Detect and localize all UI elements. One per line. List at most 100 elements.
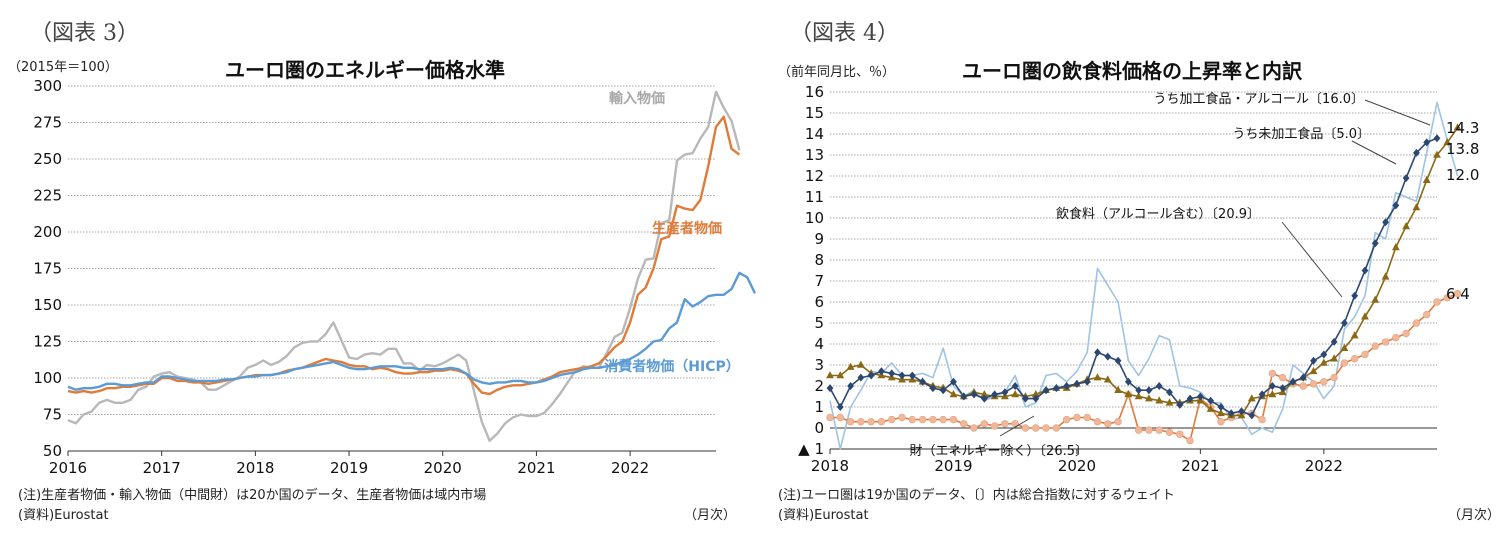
r-series-1-point bbox=[1340, 359, 1349, 367]
r-series-2-point bbox=[1433, 150, 1441, 158]
r-series-3-point bbox=[970, 390, 978, 399]
r-y-tick-label: 1 bbox=[814, 398, 824, 416]
r-series-3-point bbox=[1073, 379, 1081, 388]
left-legend-producer-price: 生産者物価 bbox=[652, 220, 722, 237]
r-series-3-point bbox=[1268, 382, 1276, 390]
left-unit-label: （2015年＝100） bbox=[8, 60, 118, 75]
r-series-1-point bbox=[1176, 430, 1184, 438]
r-series-1-point bbox=[1083, 413, 1091, 422]
r-series-3-point bbox=[991, 390, 999, 399]
r-y-tick-label: 15 bbox=[805, 104, 824, 122]
r-series-1-point bbox=[960, 420, 968, 428]
r-series-3-point bbox=[1042, 386, 1050, 395]
l-x-tick-label: 2016 bbox=[49, 459, 87, 477]
r-series-2-point bbox=[1402, 222, 1411, 230]
r-series-2-point bbox=[1217, 408, 1225, 417]
r-series-3-point bbox=[929, 384, 937, 393]
r-series-3-point bbox=[1104, 352, 1112, 361]
l-series-2-line bbox=[67, 271, 757, 391]
left-series-lines bbox=[67, 90, 757, 442]
r-y-tick-label: 14 bbox=[805, 125, 824, 143]
left-chart-title: ユーロ圏のエネルギー価格水準 bbox=[225, 58, 505, 82]
r-series-3-point bbox=[1145, 386, 1153, 395]
r-series-3-point bbox=[1114, 356, 1122, 365]
r-series-3-point bbox=[1402, 174, 1410, 183]
l-x-tick-label: 2019 bbox=[330, 459, 368, 477]
r-y-tick-label: 0 bbox=[814, 419, 824, 437]
right-chart-panel: （図表 4） （前年同月比、％） ユーロ圏の飲食料価格の上昇率と内訳 ▲ 1 0 1… bbox=[778, 21, 1500, 523]
r-series-2-point bbox=[1453, 123, 1462, 131]
r-series-3-point bbox=[939, 386, 947, 395]
left-month-label: （月次） bbox=[684, 507, 736, 523]
r-series-1-point bbox=[846, 418, 855, 426]
r-series-3-point bbox=[1032, 394, 1040, 403]
r-series-1-point bbox=[857, 418, 865, 426]
l-x-tick-label: 2022 bbox=[611, 459, 649, 477]
r-series-2-point bbox=[980, 390, 989, 398]
left-source: (資料)Eurostat bbox=[18, 508, 109, 523]
r-series-1-point bbox=[1001, 420, 1009, 428]
l-y-tick-label: 275 bbox=[33, 114, 62, 132]
l-y-tick-label: 300 bbox=[33, 77, 62, 95]
r-y-tick-label: 13 bbox=[805, 146, 824, 164]
r-series-1-point bbox=[1217, 418, 1225, 426]
r-series-1-point bbox=[1062, 415, 1071, 424]
r-series-2-point bbox=[1350, 331, 1359, 339]
r-series-3-point bbox=[1320, 350, 1328, 359]
r-series-3-point bbox=[857, 373, 865, 382]
r-series-1-point bbox=[1073, 413, 1081, 422]
r-series-2-point bbox=[1361, 312, 1369, 320]
right-annotation-processed-food: うち加工食品・アルコール〔16.0〕 bbox=[1153, 91, 1364, 107]
r-x-tick-label: 2020 bbox=[1058, 457, 1096, 475]
r-y-tick-label: 16 bbox=[805, 83, 824, 101]
r-y-tick-label: 3 bbox=[814, 356, 824, 374]
r-series-2-point bbox=[836, 371, 845, 379]
r-series-2-point bbox=[1031, 390, 1040, 398]
left-x-tick-labels: 2016 2017 2018 2019 2020 2021 2022 bbox=[49, 451, 649, 477]
r-series-3-point bbox=[1166, 388, 1173, 397]
right-leader-food-total bbox=[1281, 221, 1343, 298]
r-series-3-point bbox=[1423, 138, 1431, 147]
r-series-3-markers bbox=[826, 134, 1441, 420]
r-series-2-point bbox=[1412, 203, 1421, 211]
left-legend-import-price: 輸入物価 bbox=[609, 90, 665, 107]
r-series-3-point bbox=[1433, 134, 1441, 143]
left-chart-panel: （図表 3） （2015年＝100） ユーロ圏のエネルギー価格水準 50 75 10… bbox=[8, 21, 757, 523]
r-series-3-point bbox=[919, 377, 926, 386]
r-series-3-point bbox=[836, 403, 844, 411]
l-y-tick-label: 100 bbox=[33, 369, 62, 387]
r-series-1-point bbox=[1093, 418, 1102, 426]
left-gridlines bbox=[68, 85, 716, 452]
left-legend-consumer-price: 消費者物価（HICP） bbox=[604, 358, 739, 375]
r-series-1-point bbox=[908, 415, 917, 424]
l-y-tick-label: 250 bbox=[33, 150, 62, 168]
r-series-1-point bbox=[970, 424, 978, 432]
r-series-1-point bbox=[1145, 426, 1153, 434]
r-series-2-point bbox=[1114, 385, 1122, 393]
l-y-tick-label: 175 bbox=[33, 260, 62, 278]
r-series-1-point bbox=[836, 413, 844, 422]
r-series-2-point bbox=[1124, 390, 1133, 398]
right-x-tick-labels: 2018 2019 2020 2021 2022 bbox=[811, 449, 1343, 475]
r-series-3-point bbox=[980, 394, 988, 403]
right-leader-unprocessed-food bbox=[1351, 140, 1397, 165]
r-series-1-point bbox=[1299, 382, 1307, 390]
right-source: (資料)Eurostat bbox=[778, 508, 869, 523]
r-series-1-point bbox=[1320, 378, 1328, 386]
r-series-1-point bbox=[1021, 424, 1030, 432]
left-y-tick-labels: 50 75 100 125 150 175 200 225 250 275 300 bbox=[33, 77, 62, 460]
r-series-2-point bbox=[1340, 343, 1349, 351]
r-series-1-point bbox=[1350, 355, 1359, 363]
r-series-3-point bbox=[950, 377, 957, 386]
r-series-3-point bbox=[1289, 377, 1297, 386]
r-series-3-point bbox=[847, 382, 854, 390]
r-series-3-point bbox=[1176, 400, 1184, 409]
r-series-1-point bbox=[1453, 289, 1462, 298]
right-month-label: （月次） bbox=[1448, 507, 1500, 523]
right-unit-label: （前年同月比、％） bbox=[778, 64, 895, 80]
r-x-tick-label: 2021 bbox=[1181, 457, 1219, 475]
r-series-2-point bbox=[1206, 404, 1215, 412]
r-series-3-point bbox=[1207, 396, 1215, 405]
right-gridlines bbox=[830, 91, 1437, 450]
r-y-tick-label: 10 bbox=[805, 209, 824, 227]
